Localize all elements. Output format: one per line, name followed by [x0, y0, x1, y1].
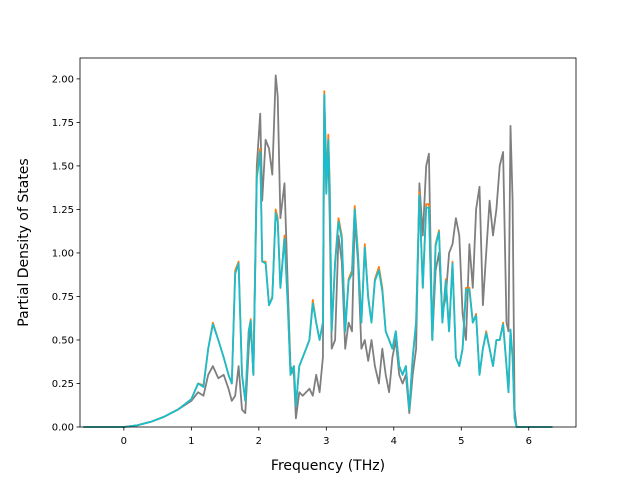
x-tick-label: 4 [391, 436, 397, 447]
x-axis-label: Frequency (THz) [271, 458, 385, 474]
x-tick-label: 6 [526, 436, 532, 447]
y-axis-ticks: 0.00 0.25 0.50 0.75 1.00 1.25 1.50 1.75 2.00 [52, 74, 80, 434]
y-tick-label: 0.00 [52, 423, 74, 434]
x-axis-ticks: 0 1 2 3 4 5 6 [121, 427, 532, 447]
series-line-0 [83, 74, 553, 428]
y-tick-label: 1.00 [52, 248, 74, 259]
y-tick-label: 0.25 [52, 379, 74, 390]
x-tick-label: 3 [323, 436, 329, 447]
plot-area-frame [79, 57, 577, 428]
x-tick-label: 5 [458, 436, 464, 447]
plot-area-background [80, 58, 576, 427]
x-tick-label: 2 [256, 436, 262, 447]
y-tick-label: 1.25 [52, 205, 74, 216]
y-tick-label: 1.50 [52, 161, 74, 172]
x-tick-label: 1 [188, 436, 194, 447]
y-tick-label: 0.75 [52, 292, 74, 303]
y-tick-label: 0.50 [52, 335, 74, 346]
series-layer [83, 74, 553, 428]
y-axis-label: Partial Density of States [16, 158, 32, 326]
x-tick-label: 0 [121, 436, 127, 447]
y-tick-label: 2.00 [52, 74, 74, 85]
y-tick-label: 1.75 [52, 118, 74, 129]
series-line-2 [83, 93, 553, 428]
